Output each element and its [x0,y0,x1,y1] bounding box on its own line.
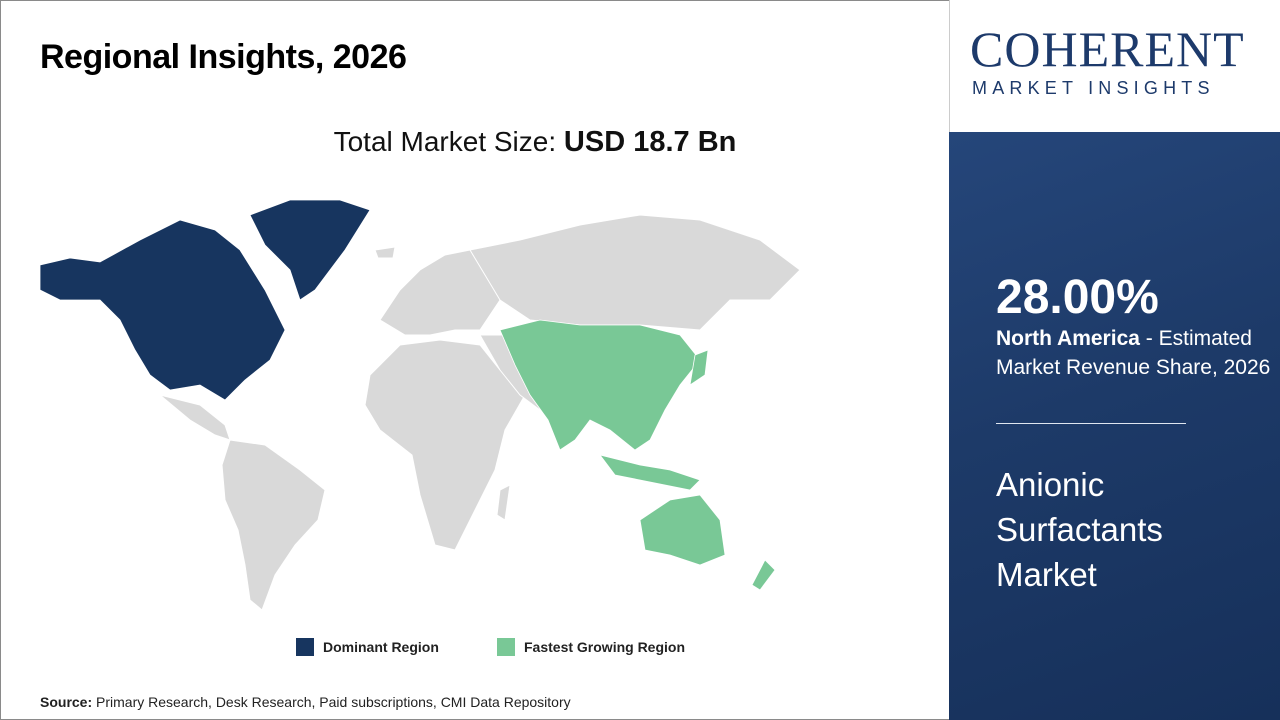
page-title: Regional Insights, 2026 [40,38,407,76]
total-market-value: USD 18.7 Bn [563,126,737,158]
total-market-label: Total Market Size: [333,126,557,157]
source-note: Source: Primary Research, Desk Research,… [40,694,571,710]
legend-dominant: Dominant Region [296,638,439,656]
legend-fastest: Fastest Growing Region [497,638,685,656]
source-text: Primary Research, Desk Research, Paid su… [96,694,571,710]
market-name: Anionic Surfactants Market [996,466,1163,593]
map-south-america [221,439,326,611]
share-description: North America - Estimated Market Revenue… [996,324,1271,382]
map-southeast-asia [599,454,701,491]
company-logo: COHERENT MARKET INSIGHTS [949,0,1280,132]
logo-tagline: MARKET INSIGHTS [972,78,1215,98]
legend-label-dominant: Dominant Region [323,639,439,655]
map-new-zealand [751,559,776,591]
map-australia [639,494,726,566]
share-percentage: 28.00% [996,271,1159,324]
world-map [39,199,801,611]
logo-wordmark: COHERENT [970,21,1245,77]
map-japan [689,349,709,386]
share-region: North America [996,327,1140,350]
total-market-size: Total Market Size: USD 18.7 Bn [0,126,1070,159]
map-madagascar [496,484,511,521]
legend-swatch-fastest [497,638,515,656]
map-iceland [374,246,396,259]
map-russia [469,214,801,331]
divider [996,423,1186,424]
share-desc-text: - Estimated Market Revenue Share, 2026 [996,327,1271,379]
source-label: Source: [40,694,93,710]
map-north-america [39,219,286,401]
legend-swatch-dominant [296,638,314,656]
map-central-america [159,394,231,441]
legend-label-fastest: Fastest Growing Region [524,639,686,655]
info-panel: 28.00% North America - Estimated Market … [949,132,1280,720]
map-africa [364,339,526,551]
map-greenland [249,199,371,301]
map-asia [499,319,701,451]
